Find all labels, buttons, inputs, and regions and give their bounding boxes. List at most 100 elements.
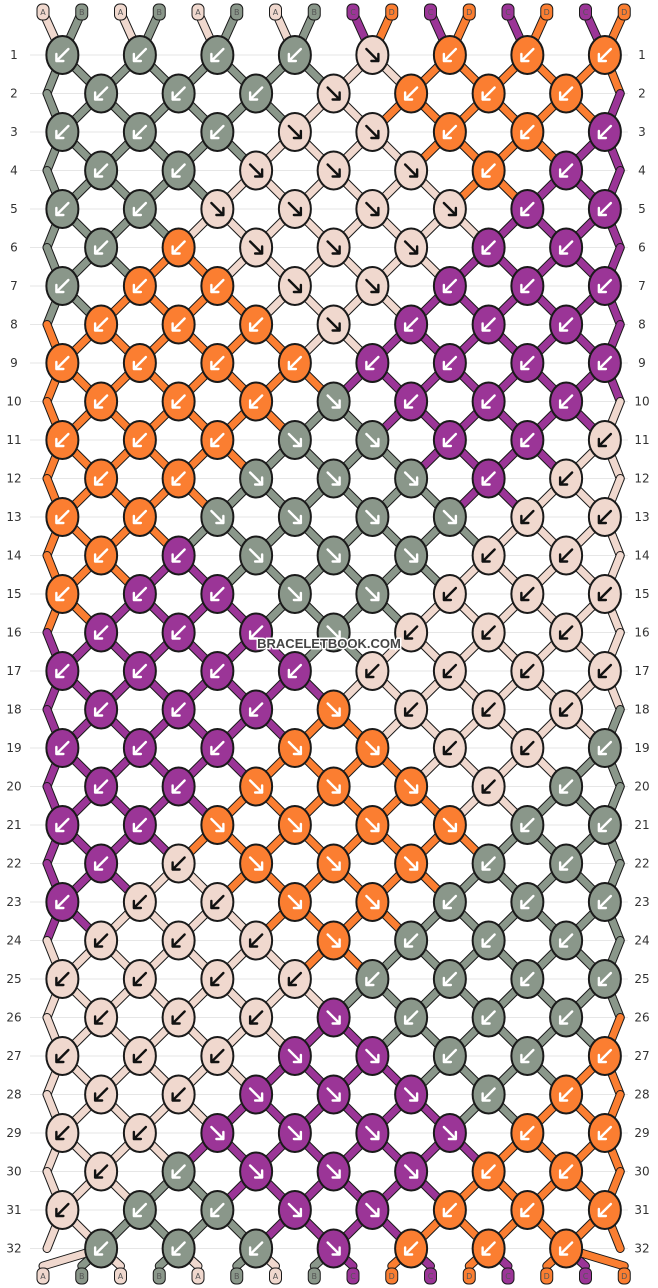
arrow-down-left-icon — [403, 394, 419, 409]
arrow-down-left-icon — [55, 894, 70, 910]
arrow-down-left-icon — [520, 509, 535, 525]
arrow-down-left-icon — [442, 663, 458, 679]
arrow-down-right-icon — [287, 278, 303, 294]
row-label-left: 20 — [6, 780, 21, 794]
row-label-left: 11 — [6, 433, 21, 447]
arrow-down-left-icon — [171, 548, 186, 563]
arrow-down-left-icon — [403, 625, 419, 640]
arrow-down-right-icon — [210, 817, 225, 833]
arrow-down-left-icon — [210, 1202, 225, 1218]
arrow-down-left-icon — [93, 933, 109, 948]
arrow-down-right-icon — [403, 779, 419, 794]
arrow-down-left-icon — [55, 663, 70, 679]
column-label-top-tab — [191, 3, 205, 21]
arrow-down-left-icon — [55, 509, 70, 525]
arrow-down-left-icon — [520, 663, 535, 679]
arrow-down-left-icon — [210, 586, 225, 602]
column-label-bottom-tab — [75, 1267, 89, 1285]
arrow-down-left-icon — [520, 201, 535, 217]
row-label-right: 8 — [638, 318, 646, 332]
column-label-top: B — [79, 8, 85, 17]
arrow-down-left-icon — [520, 817, 535, 833]
column-label-bottom-tab — [269, 1267, 282, 1285]
arrow-down-left-icon — [481, 933, 496, 948]
column-label-top: B — [312, 8, 318, 17]
row-label-right: 7 — [638, 279, 646, 293]
arrow-down-right-icon — [403, 240, 419, 255]
row-label-left: 17 — [6, 664, 21, 678]
arrow-down-left-icon — [171, 86, 186, 101]
arrow-down-right-icon — [326, 779, 341, 794]
arrow-down-left-icon — [520, 47, 535, 63]
arrow-down-left-icon — [55, 817, 70, 833]
arrow-down-left-icon — [171, 856, 186, 871]
row-label-right: 16 — [634, 626, 649, 640]
column-label-top-tab — [540, 3, 554, 21]
arrow-down-right-icon — [442, 1125, 458, 1141]
column-label-top: A — [40, 8, 46, 17]
arrow-down-left-icon — [93, 471, 109, 486]
arrow-down-left-icon — [132, 971, 148, 987]
arrow-down-left-icon — [248, 702, 264, 717]
arrow-down-left-icon — [171, 1241, 186, 1256]
column-label-bottom: A — [40, 1272, 46, 1281]
arrow-down-left-icon — [93, 1010, 109, 1025]
site-watermark: BRACELETBOOK.COM — [257, 636, 401, 651]
arrow-down-right-icon — [248, 856, 264, 871]
arrow-down-left-icon — [597, 1202, 613, 1218]
arrow-down-left-icon — [171, 1164, 186, 1179]
column-label-bottom: C — [505, 1272, 511, 1281]
row-label-left: 3 — [10, 125, 18, 139]
arrow-down-left-icon — [55, 124, 70, 140]
arrow-down-left-icon — [132, 355, 148, 371]
column-label-top: C — [583, 8, 589, 17]
row-label-right: 18 — [634, 703, 649, 717]
row-label-left: 22 — [6, 857, 21, 871]
arrow-down-left-icon — [55, 740, 70, 756]
arrow-down-left-icon — [558, 317, 574, 332]
arrow-down-left-icon — [171, 317, 186, 332]
arrow-down-left-icon — [597, 47, 613, 63]
arrow-down-left-icon — [597, 663, 613, 679]
arrow-down-left-icon — [93, 548, 109, 563]
arrow-down-right-icon — [248, 779, 264, 794]
row-label-right: 9 — [638, 356, 646, 370]
arrow-down-left-icon — [55, 971, 70, 987]
arrow-down-right-icon — [287, 740, 303, 756]
arrow-down-left-icon — [558, 1164, 574, 1179]
arrow-down-right-icon — [403, 856, 419, 871]
row-label-right: 17 — [634, 664, 649, 678]
arrow-down-left-icon — [403, 317, 419, 332]
row-label-left: 1 — [10, 48, 18, 62]
arrow-down-left-icon — [171, 163, 186, 178]
column-label-bottom-tab — [307, 1267, 321, 1285]
arrow-down-left-icon — [365, 355, 380, 371]
arrow-down-left-icon — [132, 278, 148, 294]
arrow-down-left-icon — [365, 663, 380, 679]
arrow-down-right-icon — [287, 1202, 303, 1218]
arrow-down-right-icon — [326, 163, 341, 178]
arrow-down-left-icon — [210, 47, 225, 63]
arrow-down-left-icon — [520, 1202, 535, 1218]
column-label-bottom: C — [350, 1272, 356, 1281]
arrow-down-right-icon — [326, 1087, 341, 1102]
column-label-top-tab — [152, 3, 166, 21]
right-row-labels: 1234567891011121314151617181920212223242… — [634, 48, 649, 1256]
arrow-down-left-icon — [287, 47, 303, 63]
arrow-down-right-icon — [248, 471, 264, 486]
arrow-down-left-icon — [132, 432, 148, 448]
row-label-left: 13 — [6, 510, 21, 524]
arrow-down-left-icon — [171, 702, 186, 717]
column-label-bottom-tab — [540, 1267, 554, 1285]
arrow-down-right-icon — [287, 432, 303, 448]
column-label-bottom: A — [195, 1272, 201, 1281]
arrow-down-left-icon — [171, 240, 186, 255]
arrow-down-left-icon — [597, 1125, 613, 1141]
arrow-down-left-icon — [520, 894, 535, 910]
arrow-down-right-icon — [365, 740, 380, 756]
arrow-down-left-icon — [481, 1010, 496, 1025]
arrow-down-right-icon — [287, 817, 303, 833]
arrow-down-left-icon — [481, 163, 496, 178]
arrow-down-left-icon — [55, 432, 70, 448]
row-label-right: 22 — [634, 857, 649, 871]
